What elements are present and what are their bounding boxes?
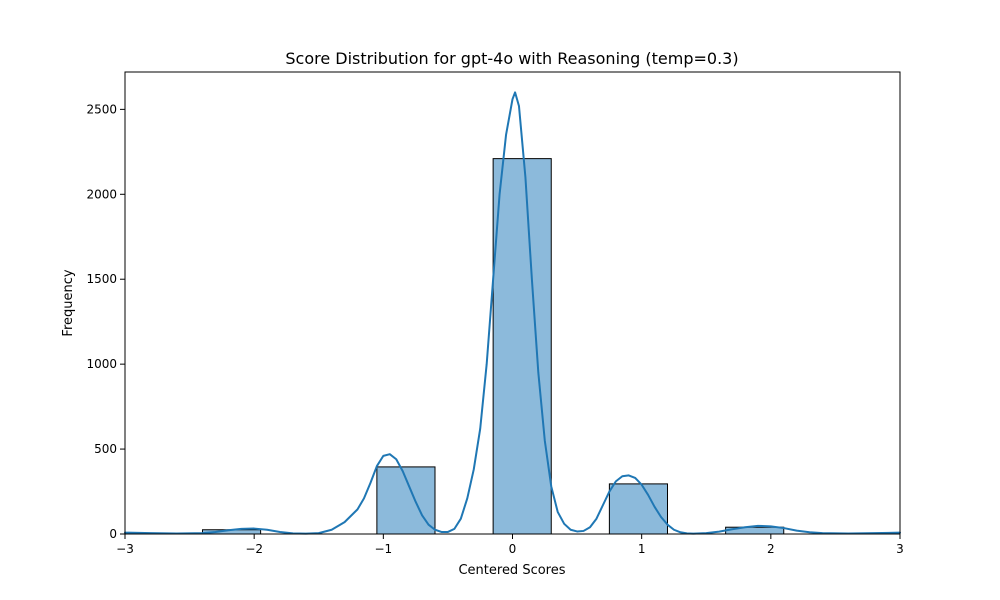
x-tick-label: 3 bbox=[896, 542, 904, 556]
histogram-bars bbox=[202, 158, 785, 535]
y-tick-label: 2500 bbox=[86, 102, 117, 116]
y-tick-label: 2000 bbox=[86, 187, 117, 201]
kde-curve bbox=[124, 91, 901, 535]
x-tick-label: −2 bbox=[245, 542, 263, 556]
x-tick-label: 2 bbox=[767, 542, 775, 556]
histogram-bar bbox=[608, 483, 668, 535]
y-axis-ticks: 0 500 1000 1500 2000 2500 bbox=[86, 102, 125, 541]
y-axis-label: Frequency bbox=[61, 269, 76, 336]
chart-title: Score Distribution for gpt-4o with Reaso… bbox=[285, 49, 738, 68]
y-tick-label: 1500 bbox=[86, 272, 117, 286]
y-tick-label: 500 bbox=[94, 442, 117, 456]
x-axis-ticks: −3 −2 −1 0 1 2 3 bbox=[116, 534, 904, 556]
histogram-bar bbox=[492, 158, 552, 535]
y-tick-label: 0 bbox=[109, 527, 117, 541]
x-tick-label: −1 bbox=[374, 542, 392, 556]
x-tick-label: −3 bbox=[116, 542, 134, 556]
x-axis-label: Centered Scores bbox=[458, 563, 565, 578]
x-tick-label: 0 bbox=[509, 542, 517, 556]
y-tick-label: 1000 bbox=[86, 357, 117, 371]
x-tick-label: 1 bbox=[638, 542, 646, 556]
